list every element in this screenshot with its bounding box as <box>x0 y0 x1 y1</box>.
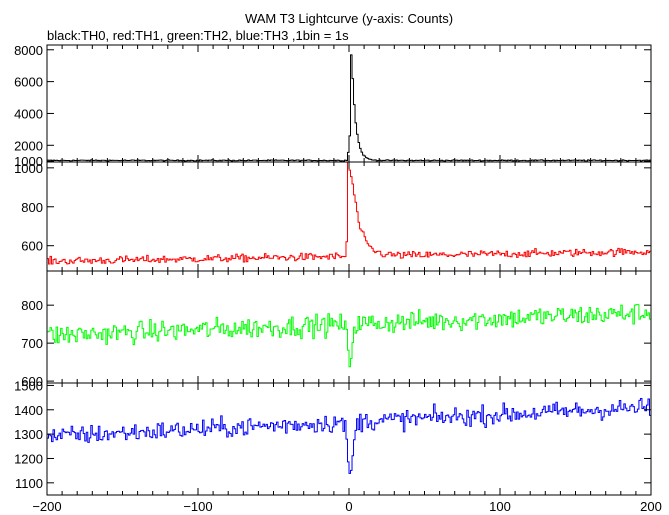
chart-title: WAM T3 Lightcurve (y-axis: Counts) <box>245 11 453 26</box>
y-tick-label: 1300 <box>14 427 43 442</box>
y-tick-label: 1200 <box>14 451 43 466</box>
y-tick-label: 8000 <box>14 43 43 58</box>
series-line-th3 <box>47 397 651 474</box>
panels: 1000200040006000800060080010006007008001… <box>14 43 652 496</box>
panel-frame <box>46 161 652 272</box>
y-tick-label: 6000 <box>14 75 43 90</box>
y-tick-label: 1400 <box>14 403 43 418</box>
panel-th1: 600 800 1000 <box>14 161 652 272</box>
x-tick-label: −100 <box>183 499 212 514</box>
y-tick-label: 1100 <box>15 476 43 491</box>
x-axis-ticks: −200 −100 0 100 200 <box>32 499 662 514</box>
y-tick-label: 800 <box>21 200 43 215</box>
series-line-th1 <box>47 162 651 265</box>
panel-th3: 1100 1200 1300 1400 1500 <box>14 378 652 496</box>
y-tick-label: 4000 <box>14 106 43 121</box>
y-tick-label: 1000 <box>14 154 43 169</box>
y-tick-label: 1500 <box>14 378 43 393</box>
y-tick-label: 700 <box>21 336 43 351</box>
x-tick-label: −200 <box>32 499 61 514</box>
y-tick-label: 1000 <box>14 161 43 176</box>
x-tick-label: 200 <box>640 499 662 514</box>
y-tick-label: 800 <box>21 298 43 313</box>
y-tick-label: 600 <box>21 239 43 254</box>
series-line-th2 <box>47 304 651 368</box>
y-tick-label: 2000 <box>14 138 43 153</box>
chart-subtitle: black:TH0, red:TH1, green:TH2, blue:TH3 … <box>47 28 349 43</box>
panel-th2: 600 700 800 <box>21 270 652 389</box>
x-tick-label: 100 <box>489 499 511 514</box>
y-tick-label: 600 <box>21 374 43 389</box>
x-tick-label: 0 <box>345 499 352 514</box>
series-line-th0 <box>47 54 651 162</box>
